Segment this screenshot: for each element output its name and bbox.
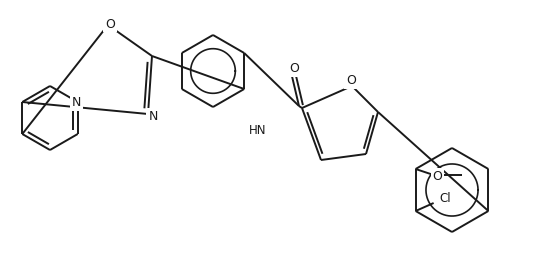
- Text: O: O: [105, 17, 115, 31]
- Text: N: N: [72, 96, 81, 110]
- Text: HN: HN: [250, 124, 267, 136]
- Text: O: O: [346, 75, 356, 87]
- Text: O: O: [432, 169, 443, 183]
- Text: Cl: Cl: [440, 192, 452, 206]
- Text: O: O: [289, 62, 299, 76]
- Text: N: N: [149, 110, 158, 122]
